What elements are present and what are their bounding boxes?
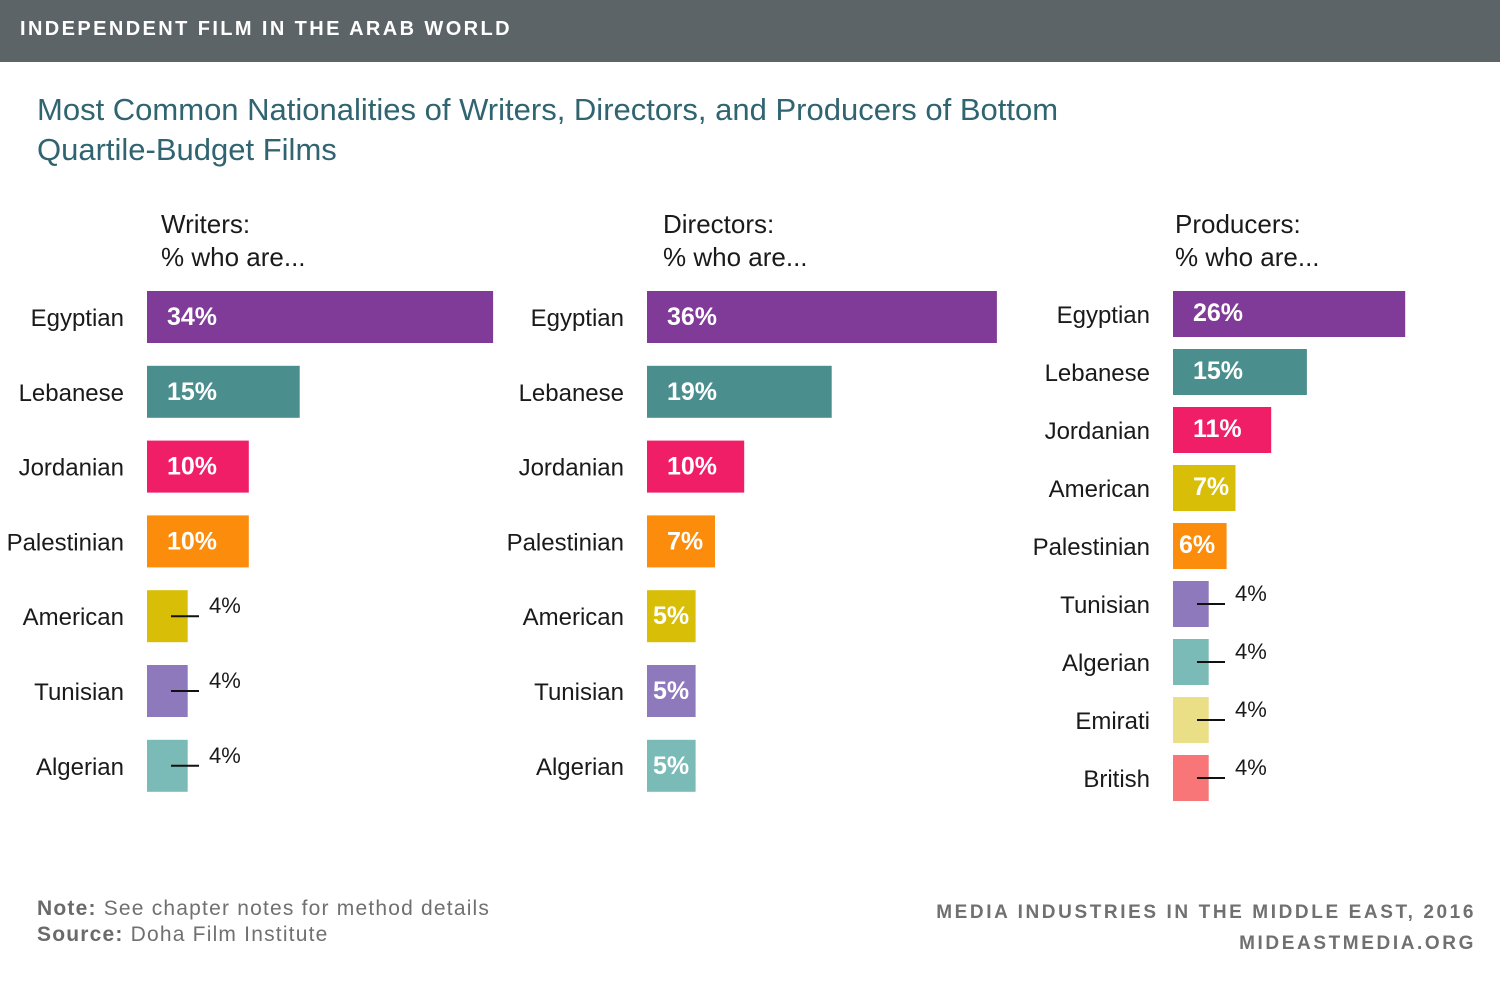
source-text: Doha Film Institute (130, 923, 329, 946)
producers-panel-title: Producers: (1175, 209, 1301, 239)
source-label: Source: (37, 923, 124, 946)
producers-value-egyptian: 26% (1193, 299, 1243, 327)
producers-bar-lebanese (1173, 349, 1307, 395)
writers-value-egyptian: 34% (167, 303, 217, 331)
directors-value-tunisian: 5% (653, 677, 689, 705)
producers-bar-palestinian (1173, 523, 1227, 569)
directors-label-american: American (523, 604, 624, 631)
directors-label-lebanese: Lebanese (519, 380, 624, 407)
note-line: Note: See chapter notes for method detai… (37, 896, 490, 922)
producers-bar-egyptian (1173, 291, 1406, 337)
directors-bar-algerian (647, 739, 696, 792)
directors-value-lebanese: 19% (667, 378, 717, 406)
website-credit: MIDEASTMEDIA.ORG (1239, 933, 1476, 954)
note-text: See chapter notes for method details (103, 897, 491, 920)
producers-value-american: 7% (1193, 473, 1229, 501)
banner-title: INDEPENDENT FILM IN THE ARAB WORLD (20, 18, 512, 40)
writers-panel-subtitle: % who are... (161, 242, 306, 272)
producers-label-british: British (1083, 766, 1150, 793)
writers-bar-jordanian (147, 440, 249, 493)
directors-value-jordanian: 10% (667, 453, 717, 481)
directors-bar-tunisian (647, 665, 696, 717)
writers-label-lebanese: Lebanese (19, 380, 124, 407)
producers-label-jordanian: Jordanian (1045, 418, 1150, 445)
directors-bar-lebanese (647, 365, 832, 418)
directors-bar-jordanian (647, 440, 745, 493)
directors-label-tunisian: Tunisian (534, 679, 624, 706)
producers-value-algerian: 4% (1235, 639, 1267, 664)
writers-label-algerian: Algerian (36, 754, 124, 781)
directors-value-american: 5% (653, 602, 689, 630)
producers-label-algerian: Algerian (1062, 650, 1150, 677)
producers-label-emirati: Emirati (1075, 708, 1150, 735)
producers-value-emirati: 4% (1235, 697, 1267, 722)
producers-bar-american (1173, 465, 1236, 511)
producers-label-lebanese: Lebanese (1045, 360, 1150, 387)
publication-credit: MEDIA INDUSTRIES IN THE MIDDLE EAST, 201… (936, 902, 1476, 923)
note-label: Note: (37, 897, 97, 920)
bar-charts: Writers:% who are...Egyptian 34%Lebanese 1… (7, 209, 1406, 801)
source-line: Source: Doha Film Institute (37, 922, 329, 948)
writers-label-palestinian: Palestinian (7, 529, 124, 556)
producers-label-egyptian: Egyptian (1057, 302, 1150, 329)
directors-bar-palestinian (647, 515, 715, 568)
producers-bar-jordanian (1173, 407, 1272, 453)
writers-bar-egyptian (147, 291, 494, 343)
writers-value-palestinian: 10% (167, 527, 217, 555)
header-banner: INDEPENDENT FILM IN THE ARAB WORLD (0, 0, 1500, 62)
producers-value-british: 4% (1235, 755, 1267, 780)
writers-value-lebanese: 15% (167, 378, 217, 406)
producers-value-tunisian: 4% (1235, 581, 1267, 606)
chart-title: Most Common Nationalities of Writers, Di… (37, 92, 1059, 167)
writers-label-american: American (23, 604, 124, 631)
writers-value-tunisian: 4% (209, 668, 241, 693)
writers-value-jordanian: 10% (167, 453, 217, 481)
writers-bar-lebanese (147, 365, 300, 418)
directors-panel-subtitle: % who are... (663, 242, 808, 272)
directors-panel-title: Directors: (663, 209, 774, 239)
directors-label-jordanian: Jordanian (519, 455, 624, 482)
producers-label-american: American (1049, 476, 1150, 503)
producers-label-tunisian: Tunisian (1060, 592, 1150, 619)
directors-label-palestinian: Palestinian (507, 529, 624, 556)
writers-bar-palestinian (147, 515, 249, 568)
writers-value-american: 4% (209, 593, 241, 618)
producers-label-palestinian: Palestinian (1033, 534, 1150, 561)
producers-panel-subtitle: % who are... (1175, 242, 1320, 272)
directors-bar-american (647, 590, 696, 643)
producers-value-jordanian: 11% (1193, 415, 1242, 443)
directors-value-palestinian: 7% (667, 527, 703, 555)
directors-label-algerian: Algerian (536, 754, 624, 781)
writers-label-tunisian: Tunisian (34, 679, 124, 706)
writers-label-egyptian: Egyptian (31, 305, 124, 332)
writers-panel-title: Writers: (161, 209, 250, 239)
directors-bar-egyptian (647, 291, 997, 343)
directors-value-algerian: 5% (653, 752, 689, 780)
producers-value-lebanese: 15% (1193, 357, 1243, 385)
directors-value-egyptian: 36% (667, 303, 717, 331)
writers-value-algerian: 4% (209, 743, 241, 768)
directors-label-egyptian: Egyptian (531, 305, 624, 332)
writers-label-jordanian: Jordanian (19, 455, 124, 482)
producers-value-palestinian: 6% (1179, 531, 1215, 559)
